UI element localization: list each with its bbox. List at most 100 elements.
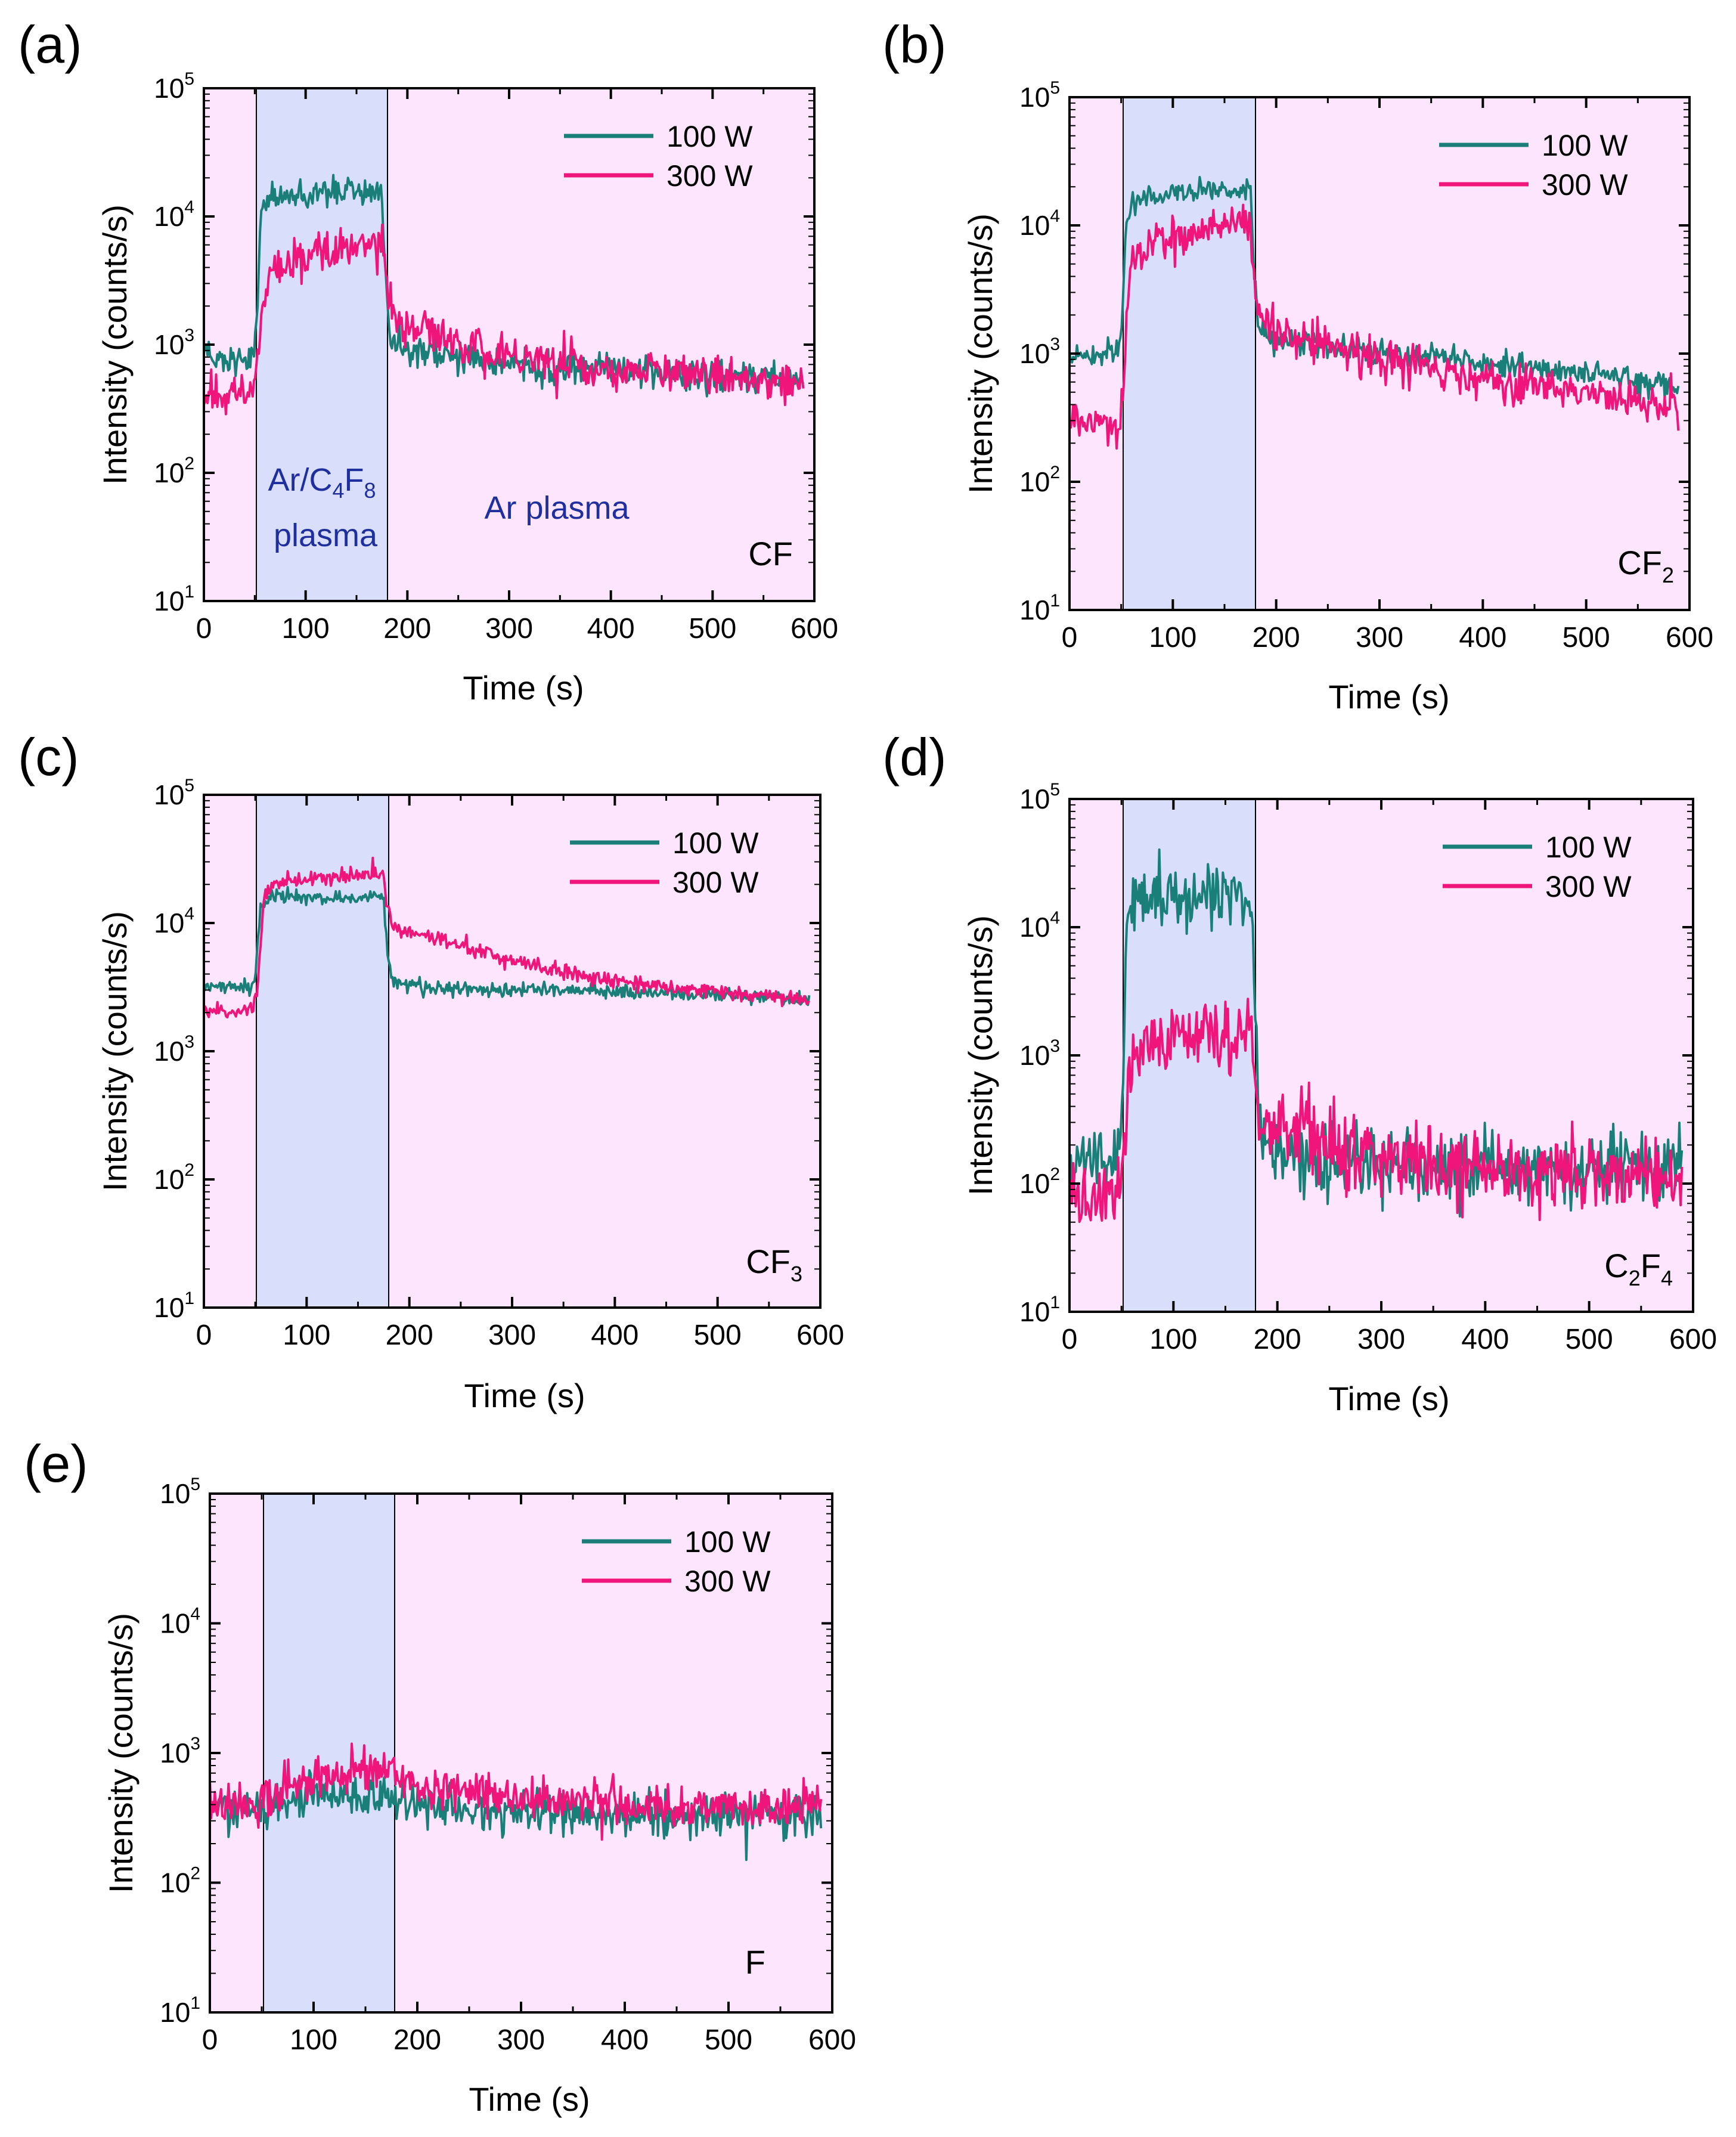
y-tick-label: 103 [1019, 1036, 1060, 1071]
y-tick-label: 101 [154, 582, 194, 617]
y-tick-label: 102 [154, 454, 194, 488]
x-tick-label: 400 [591, 1320, 638, 1351]
legend: 100 W 300 W [1443, 831, 1632, 903]
axis-ticks: 0 100 200 300 400 500 600 101 102 103 104 105 [154, 776, 844, 1351]
axis-ticks: 0 100 200 300 400 500 600 101 102 103 104 105 [160, 1475, 856, 2056]
panel-e: (e) 0 100 200 300 400 500 600 101 102 103 104 105 I… [24, 1434, 856, 2118]
legend: 100 W 300 W [564, 120, 753, 193]
species-label: CF2 [1617, 544, 1674, 587]
legend-label: 300 W [1542, 168, 1628, 202]
x-tick-label: 600 [1669, 1324, 1717, 1355]
series-line-300w [209, 1742, 823, 1841]
panel-label: (b) [882, 15, 947, 74]
x-tick-label: 400 [1461, 1324, 1509, 1355]
c4f8-region-label-line2: plasma [274, 518, 378, 553]
x-axis-title: Time (s) [469, 2080, 590, 2118]
legend-label: 300 W [672, 866, 759, 899]
y-tick-label: 103 [1019, 335, 1060, 369]
panel-label: (d) [882, 727, 947, 786]
panel-label: (e) [24, 1434, 88, 1493]
legend-label: 100 W [684, 1525, 771, 1559]
x-tick-label: 500 [1566, 1324, 1613, 1355]
x-tick-label: 100 [1149, 1324, 1197, 1355]
y-tick-label: 103 [154, 1032, 194, 1067]
legend-label: 300 W [684, 1565, 771, 1598]
series-line-300w [1068, 998, 1684, 1223]
series-line-300w [1068, 203, 1680, 450]
panel-label: (c) [18, 727, 79, 786]
x-tick-label: 200 [1254, 1324, 1301, 1355]
x-tick-label: 100 [283, 1320, 330, 1351]
x-tick-label: 300 [1357, 1324, 1405, 1355]
y-tick-label: 102 [1019, 1164, 1060, 1199]
legend-label: 100 W [666, 120, 753, 153]
legend: 100 W 300 W [570, 826, 759, 899]
x-axis-title: Time (s) [1328, 678, 1449, 716]
y-tick-label: 103 [160, 1734, 200, 1769]
panel-label: (a) [18, 15, 82, 74]
y-tick-label: 104 [1019, 206, 1060, 241]
y-tick-label: 102 [154, 1160, 194, 1195]
species-label: CF [748, 535, 793, 572]
legend-label: 100 W [1545, 831, 1632, 864]
x-tick-label: 300 [488, 1320, 536, 1351]
x-tick-label: 500 [694, 1320, 742, 1351]
ar-region-label: Ar plasma [484, 490, 630, 526]
y-axis-title: Intensity (counts/s) [96, 205, 134, 485]
x-tick-label: 200 [386, 1320, 433, 1351]
x-tick-label: 400 [1459, 622, 1506, 654]
c4f8-plasma-region [264, 1494, 395, 2012]
x-axis-title: Time (s) [464, 1377, 585, 1414]
y-tick-label: 105 [1019, 78, 1060, 113]
panel-c: (c) 0 100 200 300 400 500 600 101 102 103 104 105 I… [18, 727, 844, 1414]
x-tick-label: 0 [196, 613, 212, 645]
c4f8-plasma-region [1123, 97, 1256, 610]
y-tick-label: 103 [154, 326, 194, 360]
axis-ticks: 0 100 200 300 400 500 600 101 102 103 104 105 [1019, 780, 1717, 1355]
x-tick-label: 200 [1253, 622, 1300, 654]
x-tick-label: 100 [290, 2024, 337, 2056]
x-tick-label: 600 [796, 1320, 844, 1351]
species-label: F [745, 1943, 765, 1981]
y-tick-label: 102 [1019, 463, 1060, 497]
y-tick-label: 104 [154, 197, 194, 232]
y-axis-title: Intensity (counts/s) [962, 915, 999, 1196]
x-tick-label: 300 [485, 613, 533, 645]
legend: 100 W 300 W [1439, 129, 1628, 202]
legend-label: 100 W [1542, 129, 1628, 162]
x-tick-label: 0 [1062, 1324, 1078, 1355]
x-axis-title: Time (s) [463, 669, 584, 707]
x-tick-label: 0 [1062, 622, 1078, 654]
x-tick-label: 500 [1563, 622, 1610, 654]
y-axis-title: Intensity (counts/s) [102, 1613, 140, 1893]
legend-label: 300 W [666, 159, 753, 193]
x-axis-title: Time (s) [1328, 1380, 1449, 1417]
x-tick-label: 200 [383, 613, 431, 645]
x-tick-label: 0 [196, 1320, 212, 1351]
y-tick-label: 105 [1019, 780, 1060, 814]
series-line-300w [203, 856, 811, 1018]
c4f8-region-label: Ar/C4F8 [268, 462, 376, 503]
c4f8-plasma-region [256, 88, 388, 601]
series-line-100w [1068, 176, 1680, 403]
x-tick-label: 300 [1356, 622, 1403, 654]
species-label: C2F4 [1604, 1247, 1673, 1290]
x-tick-label: 300 [497, 2024, 545, 2056]
x-tick-label: 600 [808, 2024, 856, 2056]
x-tick-label: 500 [689, 613, 736, 645]
x-tick-label: 600 [1666, 622, 1713, 654]
x-tick-label: 100 [1149, 622, 1196, 654]
y-tick-label: 101 [1019, 591, 1060, 625]
panel-b: (b) 0 100 200 300 400 500 600 101 102 103 104 105 I… [882, 15, 1713, 716]
panel-a: (a) 0 100 200 300 400 500 600 101 102 103 104 105 I… [18, 15, 838, 707]
legend-label: 100 W [672, 826, 759, 860]
x-tick-label: 500 [705, 2024, 752, 2056]
axis-ticks: 0 100 200 300 400 500 600 101 102 103 104 105 [1019, 78, 1713, 654]
x-tick-label: 200 [393, 2024, 441, 2056]
panel-d: (d) 0 100 200 300 400 500 600 101 102 103 104 105 I… [882, 727, 1717, 1417]
series-line-300w [203, 224, 805, 416]
legend: 100 W 300 W [582, 1525, 771, 1598]
species-label: CF3 [746, 1243, 802, 1286]
y-tick-label: 104 [154, 904, 194, 939]
